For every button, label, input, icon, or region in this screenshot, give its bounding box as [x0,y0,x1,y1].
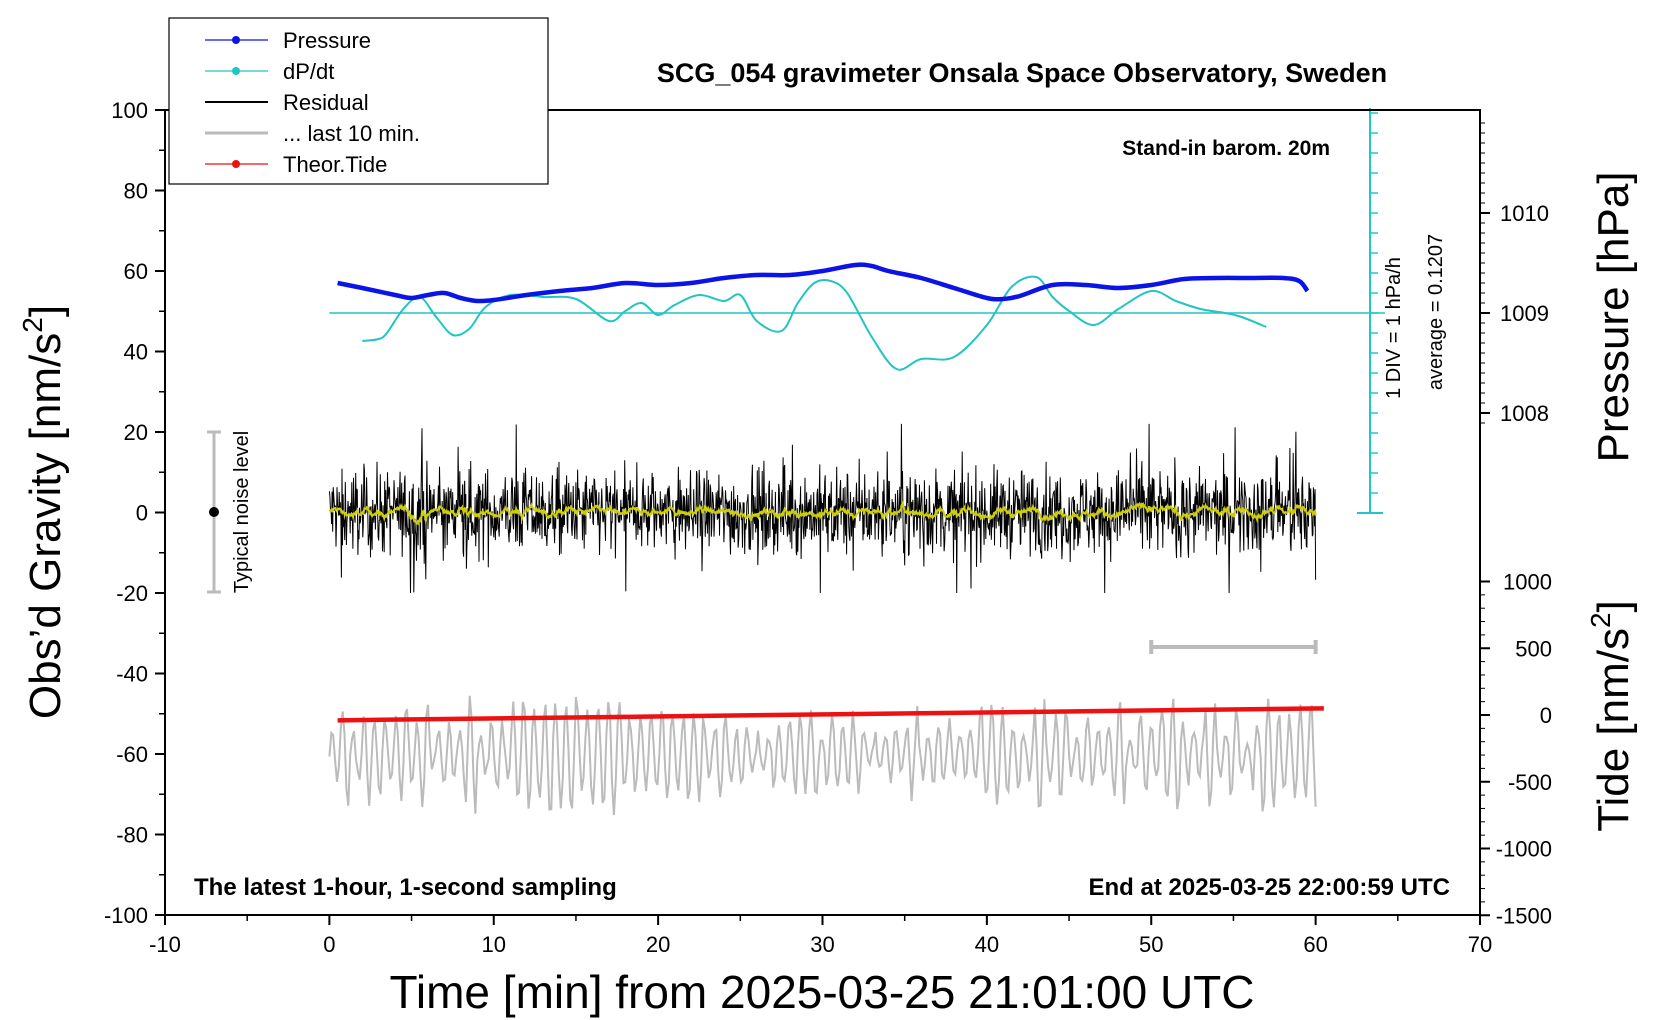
y-axis-label-gravity-close: ] [21,305,70,317]
dpdt-line [362,275,1267,371]
legend-label: Theor.Tide [283,152,387,177]
noise-level-indicator: Typical noise level [207,430,253,594]
y-tick-label: 0 [136,501,148,526]
bottom-left-note: The latest 1-hour, 1-second sampling [194,874,617,901]
x-tick-label: 0 [323,932,335,957]
y-tick-label: 40 [124,340,148,365]
legend-items: Pressure dP/dt Residual ... last 10 min. The… [205,28,420,177]
y-axis-label-tide-text: Tide [nm/s [1589,628,1638,832]
y-axis-label-tide-sup: 2 [1585,612,1616,628]
y-tick-label: 80 [124,179,148,204]
y-axis-gravity: 100 80 60 40 20 0 -20 -40 -60 -80 -100 [104,98,165,928]
tide-tick-label: 500 [1515,636,1552,661]
x-axis-label: Time [min] from 2025-03-25 21:01:00 UTC [390,966,1255,1018]
tide-tick-label: 1000 [1503,570,1552,595]
x-tick-label: 20 [646,932,670,957]
tide-tick-label: 0 [1540,703,1552,728]
y-tick-label: 60 [124,259,148,284]
y-tick-label: -100 [104,903,148,928]
pressure-layer [337,262,1310,304]
legend: Pressure dP/dt Residual ... last 10 min. The… [168,17,549,185]
y-axis-label-pressure: Pressure [hPa] [1589,171,1638,462]
tide-tick-label: -500 [1508,770,1552,795]
last10-layer [328,695,1317,816]
y-tick-label: -60 [116,742,148,767]
y-tick-label: 100 [111,98,148,123]
x-tick-label: -10 [149,932,181,957]
noise-marker [209,507,219,517]
pressure-tick-label: 1010 [1500,201,1549,226]
pressure-tick-label: 1009 [1500,301,1549,326]
residual-layer [328,423,1317,594]
x-tick-label: 30 [810,932,834,957]
legend-label: dP/dt [283,59,334,84]
tide-tick-label: -1500 [1496,903,1552,928]
noise-label: Typical noise level [231,431,253,593]
y-axis-label-gravity-text: Obs’d Gravity [nm/s [21,333,70,719]
bottom-right-note: End at 2025-03-25 22:00:59 UTC [1089,874,1451,901]
div-label: 1 DIV = 1 hPa/h [1383,257,1405,399]
residual-smooth-line [328,500,1317,526]
x-tick-label: 50 [1139,932,1163,957]
y-axis-label-tide-close: ] [1589,600,1638,612]
residual-line [328,423,1317,594]
x-axis: -10 0 10 20 30 40 50 60 70 [149,915,1492,957]
tide-line [337,706,1324,723]
tide-layer [337,706,1324,723]
legend-swatch-dot [232,67,240,75]
x-tick-label: 40 [975,932,999,957]
y-tick-label: -80 [116,823,148,848]
legend-last10: ... last 10 min. [205,121,420,146]
last10-line [328,695,1317,816]
y-axis-label-tide: Tide [nm/s2] [1585,600,1638,832]
dpdt-layer [362,275,1267,371]
y-tick-label: -20 [116,581,148,606]
legend-residual: Residual [205,90,369,115]
legend-swatch-dot [232,160,240,168]
last10-scale-bar [1149,640,1318,654]
x-tick-label: 10 [482,932,506,957]
y-axis-pressure: 1010 1009 1008 [1480,122,1549,426]
x-tick-label: 60 [1303,932,1327,957]
tide-tick-label: -1000 [1496,837,1552,862]
legend-label: Pressure [283,28,371,53]
legend-dpdt: dP/dt [205,59,334,84]
y-tick-label: -40 [116,662,148,687]
average-label: average = 0.1207 [1425,234,1447,390]
x-tick-label: 70 [1468,932,1492,957]
legend-label: Residual [283,90,369,115]
legend-swatch-dot [232,36,240,44]
y-tick-label: 20 [124,420,148,445]
plot-area [328,262,1385,816]
y-axis-label-gravity-sup: 2 [17,317,48,333]
pressure-line [337,262,1310,304]
pressure-tick-label: 1008 [1500,401,1549,426]
dpdt-div-scale [1357,108,1383,514]
legend-tide: Theor.Tide [205,152,387,177]
legend-pressure: Pressure [205,28,371,53]
chart-title: SCG_054 gravimeter Onsala Space Observat… [657,58,1387,88]
y-axis-tide: 1000 500 0 -500 -1000 -1500 [1480,570,1552,928]
stand-in-label: Stand-in barom. 20m [1122,137,1330,160]
legend-label: ... last 10 min. [283,121,420,146]
y-axis-label-gravity: Obs’d Gravity [nm/s2] [17,305,70,719]
